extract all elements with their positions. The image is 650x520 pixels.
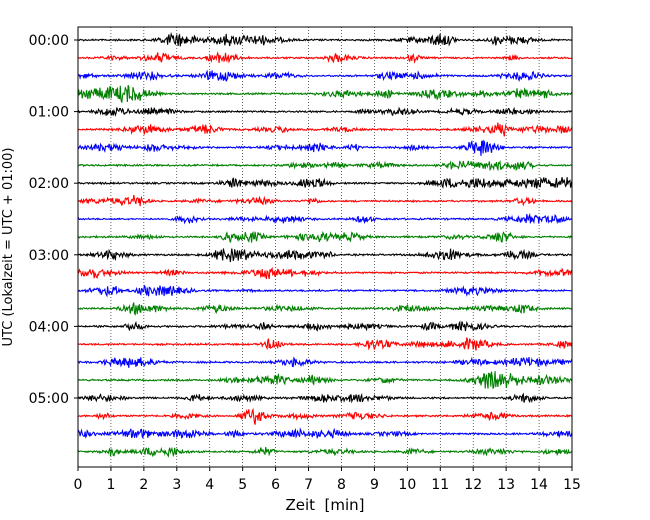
seismogram-trace: [77, 248, 573, 263]
x-axis: 0 1 2 3 4 5 6 7 8 9 10 11 12 13 14 15: [74, 467, 581, 493]
x-tick-label: 3: [172, 477, 181, 493]
seismogram-traces: [77, 31, 573, 458]
seismogram-trace: [77, 356, 573, 368]
x-tick-label: 10: [398, 477, 416, 493]
seismogram-trace: [77, 176, 573, 190]
x-tick-label: 15: [563, 477, 581, 493]
seismogram-trace: [77, 212, 573, 225]
seismogram-trace: [77, 427, 573, 440]
seismogram-trace: [77, 51, 573, 64]
seismogram-trace: [77, 122, 573, 137]
x-tick-label: 7: [304, 477, 313, 493]
seismogram-trace: [77, 337, 573, 351]
x-tick-label: 5: [238, 477, 247, 493]
seismogram-trace: [77, 69, 573, 83]
plot-frame: [77, 26, 573, 468]
seismogram-trace: [77, 106, 573, 117]
x-axis-label: Zeit [min]: [285, 496, 364, 514]
x-tick-label: 11: [431, 477, 449, 493]
seismogram-trace: [77, 302, 573, 316]
seismogram-trace: [77, 230, 573, 243]
seismogram-trace: [77, 284, 573, 298]
y-tick-label: 03:00: [29, 248, 69, 264]
x-tick-label: 8: [337, 477, 346, 493]
seismogram-trace: [77, 320, 573, 332]
seismogram-trace: [77, 31, 573, 47]
x-tick-label: 13: [497, 477, 515, 493]
seismogram-trace: [77, 407, 573, 425]
y-axis: 00:00 01:00 02:00 03:00 04:00 05:00: [29, 33, 78, 407]
y-tick-label: 00:00: [29, 33, 69, 49]
x-tick-label: 2: [139, 477, 148, 493]
minute-grid: [110, 27, 540, 467]
seismogram-trace: [77, 392, 573, 404]
seismogram-trace: [77, 371, 573, 390]
seismogram-trace: [77, 266, 573, 280]
seismogram-trace: [77, 446, 573, 458]
seismogram-trace: [77, 159, 573, 172]
y-tick-label: 04:00: [29, 319, 69, 335]
x-tick-label: 0: [74, 477, 83, 493]
x-tick-label: 12: [464, 477, 482, 493]
y-tick-label: 05:00: [29, 391, 69, 407]
x-tick-label: 4: [205, 477, 214, 493]
seismogram-trace: [77, 85, 573, 103]
x-tick-label: 9: [370, 477, 379, 493]
y-axis-label: UTC (Lokalzeit = UTC + 01:00): [1, 148, 16, 347]
seismogram-trace: [77, 139, 573, 156]
x-tick-label: 14: [530, 477, 548, 493]
x-tick-label: 6: [271, 477, 280, 493]
x-tick-label: 1: [106, 477, 115, 493]
seismogram-trace: [77, 194, 573, 207]
y-tick-label: 01:00: [29, 105, 69, 121]
y-tick-label: 02:00: [29, 176, 69, 192]
